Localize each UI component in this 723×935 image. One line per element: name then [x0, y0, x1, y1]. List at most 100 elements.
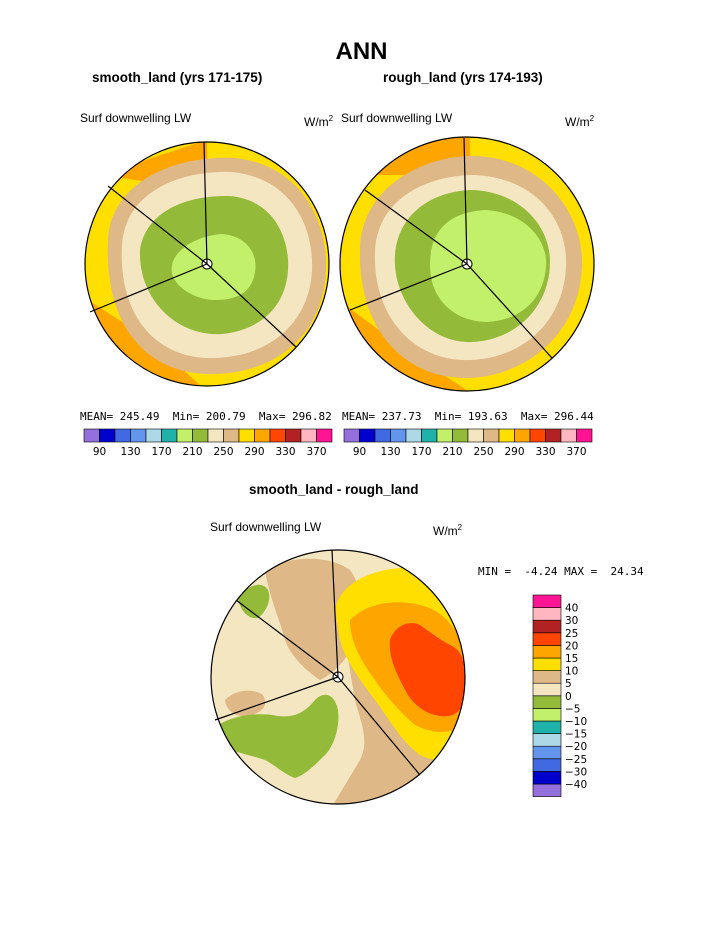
rough-colorbar-swatch-5 — [421, 428, 438, 443]
rough-colorbar: 90 130 170 210 250 290 330 370 — [343, 428, 593, 458]
smooth-colorbar-swatch-13 — [285, 428, 302, 443]
diff-band-5-10-west — [225, 690, 266, 717]
smooth-colorbar-swatch-6 — [176, 428, 193, 443]
rough-colorbar-swatch-13 — [545, 428, 562, 443]
difference-colorbar-swatch-1 — [532, 771, 562, 785]
rough-variable-label: Surf downwelling LW — [341, 111, 453, 125]
smooth-units: W/m2 — [304, 114, 334, 129]
difference-colorbar-swatch-5 — [532, 720, 562, 734]
smooth-colorbar-swatch-12 — [269, 428, 286, 443]
rough-colorbar-swatch-10 — [498, 428, 515, 443]
smooth-colorbar-swatch-9 — [223, 428, 240, 443]
smooth-sector-lines — [89, 141, 297, 348]
rough-colorbar-tick-label: 330 — [535, 446, 555, 458]
smooth-variable-label: Surf downwelling LW — [80, 111, 192, 125]
rough-colorbar-swatch-2 — [374, 428, 391, 443]
smooth-colorbar-swatch-1 — [99, 428, 116, 443]
smooth-colorbar-swatch-2 — [114, 428, 131, 443]
rough-map-border — [339, 136, 595, 392]
main-title: ANN — [335, 38, 388, 65]
difference-colorbar-tick-label: 30 — [565, 615, 578, 627]
difference-sector-lines — [214, 549, 421, 776]
diff-band-neg5-0-sw — [217, 694, 339, 778]
difference-colorbar-swatch-11 — [532, 645, 562, 659]
rough-colorbar-swatch-4 — [405, 428, 422, 443]
difference-colorbar-swatch-14 — [532, 607, 562, 621]
difference-colorbar-swatch-10 — [532, 657, 562, 671]
difference-map-border — [210, 549, 466, 805]
rough-units: W/m2 — [565, 114, 595, 129]
rough-colorbar-tick-label: 250 — [473, 446, 493, 458]
difference-colorbar-swatch-7 — [532, 695, 562, 709]
difference-colorbar-swatch-4 — [532, 733, 562, 747]
difference-colorbar-swatch-15 — [532, 594, 562, 608]
difference-colorbar-tick-label: 20 — [565, 640, 578, 652]
smooth-colorbar-swatch-3 — [130, 428, 147, 443]
smooth-panel-title: smooth_land (yrs 171-175) — [92, 70, 263, 85]
difference-variable-label: Surf downwelling LW — [210, 520, 322, 534]
smooth-colorbar-swatch-15 — [316, 428, 333, 443]
difference-units: W/m2 — [433, 523, 463, 538]
difference-colorbar-swatch-9 — [532, 670, 562, 684]
difference-colorbar-tick-label: 5 — [565, 678, 572, 690]
difference-colorbar-swatch-13 — [532, 619, 562, 634]
rough-colorbar-tick-label: 130 — [380, 446, 400, 458]
smooth-colorbar-swatch-7 — [192, 428, 209, 443]
smooth-colorbar-tick-label: 170 — [151, 446, 171, 458]
difference-colorbar-tick-label: −20 — [565, 741, 587, 753]
rough-colorbar-swatch-7 — [452, 428, 469, 443]
smooth-colorbar-swatch-4 — [145, 428, 162, 443]
smooth-colorbar-swatch-0 — [83, 428, 100, 443]
difference-colorbar-tick-label: −15 — [565, 729, 587, 741]
rough-colorbar-swatch-15 — [576, 428, 593, 443]
diff-band-neg5-0-nw — [238, 584, 270, 619]
smooth-map-border — [84, 141, 330, 387]
smooth-colorbar-tick-label: 330 — [275, 446, 295, 458]
difference-colorbar-tick-label: −25 — [565, 754, 587, 766]
rough-colorbar-tick-label: 90 — [353, 446, 366, 458]
difference-colorbar-tick-label: 0 — [565, 691, 572, 703]
difference-colorbar-swatch-6 — [532, 708, 562, 722]
rough-colorbar-swatch-0 — [343, 428, 360, 443]
smooth-colorbar-swatch-5 — [161, 428, 178, 443]
difference-colorbar-tick-label: 10 — [565, 666, 578, 678]
difference-colorbar-tick-label: −10 — [565, 716, 587, 728]
smooth-colorbar-swatch-11 — [254, 428, 271, 443]
rough-panel-title: rough_land (yrs 174-193) — [383, 70, 543, 85]
rough-colorbar-tick-label: 170 — [411, 446, 431, 458]
difference-colorbar-tick-label: −30 — [565, 766, 587, 778]
difference-colorbar-tick-label: 25 — [565, 628, 578, 640]
rough-sector-lines — [349, 137, 553, 359]
smooth-colorbar-swatch-10 — [238, 428, 255, 443]
difference-colorbar-tick-label: −5 — [565, 703, 580, 715]
rough-colorbar-tick-label: 370 — [566, 446, 586, 458]
difference-title: smooth_land - rough_land — [249, 482, 419, 497]
difference-colorbar-tick-label: −40 — [565, 779, 587, 791]
smooth-colorbar-tick-label: 250 — [213, 446, 233, 458]
smooth-band-core — [171, 234, 256, 300]
rough-colorbar-tick-label: 210 — [442, 446, 462, 458]
smooth-colorbar-tick-label: 130 — [120, 446, 140, 458]
difference-minmax: MIN = -4.24 MAX = 24.34 — [478, 565, 644, 578]
rough-colorbar-tick-label: 290 — [504, 446, 524, 458]
rough-colorbar-swatch-6 — [436, 428, 453, 443]
smooth-colorbar-tick-label: 210 — [182, 446, 202, 458]
rough-colorbar-swatch-3 — [390, 428, 407, 443]
difference-colorbar-swatch-2 — [532, 758, 562, 772]
difference-colorbar-tick-label: 15 — [565, 653, 578, 665]
smooth-colorbar-swatch-14 — [300, 428, 317, 443]
difference-colorbar-swatch-0 — [532, 783, 562, 797]
smooth-stats: MEAN= 245.49 Min= 200.79 Max= 296.82 — [80, 410, 332, 423]
smooth-colorbar-tick-label: 370 — [306, 446, 326, 458]
smooth-colorbar-swatch-8 — [207, 428, 224, 443]
diff-band-20-25 — [389, 623, 465, 717]
smooth-colorbar: 90 130 170 210 250 290 330 370 — [83, 428, 333, 458]
difference-colorbar-swatch-3 — [532, 745, 562, 760]
rough-colorbar-swatch-1 — [359, 428, 376, 443]
rough-band-core — [430, 210, 547, 322]
smooth-colorbar-tick-label: 290 — [244, 446, 264, 458]
rough-colorbar-swatch-14 — [560, 428, 577, 443]
rough-colorbar-swatch-12 — [529, 428, 546, 443]
